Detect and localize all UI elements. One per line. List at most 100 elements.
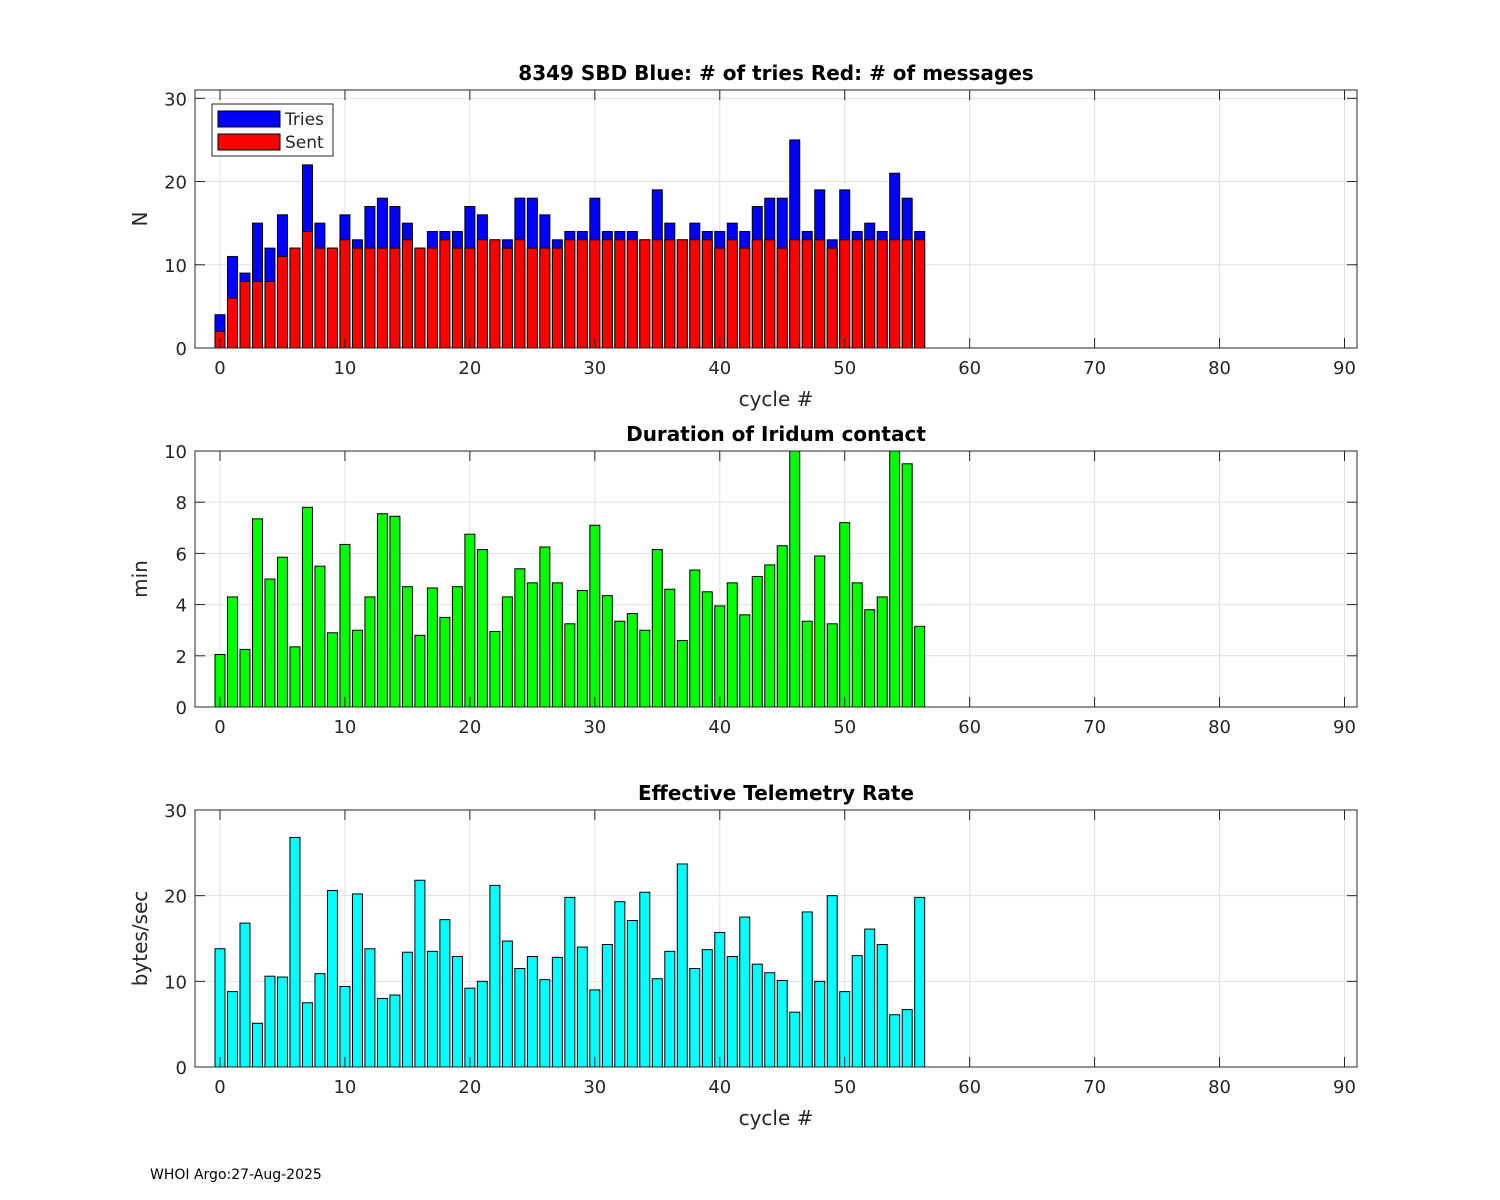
bar [864, 928, 876, 1068]
y-tick-label: 10 [164, 442, 187, 463]
y-tick-label: 4 [176, 596, 187, 617]
bar-sent [401, 239, 413, 349]
bar [901, 463, 913, 708]
bar [689, 967, 701, 1068]
bar [326, 632, 338, 708]
bar-sent [826, 247, 838, 349]
bar [289, 646, 301, 708]
bar-sent [476, 239, 488, 349]
bar [914, 896, 926, 1068]
bar-sent [339, 239, 351, 349]
bar [239, 922, 251, 1068]
bar-sent [226, 297, 238, 349]
bar-sent [501, 247, 513, 349]
bar [914, 625, 926, 708]
y-tick-label: 2 [176, 647, 187, 668]
bar-sent [626, 239, 638, 349]
bar-sent [289, 247, 301, 349]
bar [501, 940, 513, 1068]
bar [751, 963, 763, 1068]
y-axis-label: N [128, 212, 152, 227]
x-tick-label: 0 [214, 1077, 225, 1098]
bar [339, 985, 351, 1068]
bar-sent [751, 239, 763, 349]
bar [576, 946, 588, 1068]
bar-sent [426, 247, 438, 349]
bar [614, 620, 626, 708]
bar [239, 648, 251, 708]
bar [214, 948, 226, 1068]
bar [226, 596, 238, 708]
x-tick-label: 60 [958, 358, 981, 379]
bar [726, 955, 738, 1068]
y-tick-label: 8 [176, 493, 187, 514]
bar [414, 634, 426, 708]
bar [839, 991, 851, 1068]
bar-sent [639, 239, 651, 349]
bar [501, 596, 513, 708]
bar [439, 616, 451, 708]
bar [764, 564, 776, 708]
x-tick-label: 90 [1333, 1077, 1356, 1098]
subplot-3 [194, 809, 1358, 1068]
x-axis-label: cycle # [739, 1106, 814, 1130]
bar [801, 620, 813, 708]
bar [376, 997, 388, 1068]
bar [851, 955, 863, 1068]
bar-sent [464, 247, 476, 349]
y-axis-label: bytes/sec [128, 891, 152, 987]
x-tick-label: 10 [333, 358, 356, 379]
bar-sent [451, 247, 463, 349]
bar [464, 533, 476, 708]
bar [739, 916, 751, 1068]
y-tick-label: 10 [164, 256, 187, 277]
bar [276, 556, 288, 708]
bar [526, 582, 538, 708]
bar-sent [714, 247, 726, 349]
x-tick-label: 20 [458, 358, 481, 379]
y-tick-label: 30 [164, 801, 187, 822]
bar [601, 595, 613, 708]
bar [589, 989, 601, 1068]
bar [314, 973, 326, 1068]
x-tick-label: 20 [458, 717, 481, 738]
bar [301, 506, 313, 708]
bar [426, 587, 438, 708]
y-tick-label: 10 [164, 972, 187, 993]
bar [351, 893, 363, 1068]
bar [364, 596, 376, 708]
bar [564, 896, 576, 1068]
x-tick-label: 70 [1083, 717, 1106, 738]
bar [514, 568, 526, 708]
bar [401, 586, 413, 708]
bar-sent [901, 239, 913, 349]
x-tick-label: 30 [583, 1077, 606, 1098]
bar-sent [876, 239, 888, 349]
bar [814, 555, 826, 708]
bar-sent [651, 239, 663, 349]
plot-area [195, 90, 1357, 348]
bar-sent [851, 239, 863, 349]
bar-sent [776, 247, 788, 349]
bar [351, 629, 363, 708]
x-tick-label: 90 [1333, 717, 1356, 738]
bar [551, 956, 563, 1068]
x-tick-label: 60 [958, 717, 981, 738]
bar [639, 629, 651, 708]
bar-sent [726, 239, 738, 349]
bar [676, 863, 688, 1068]
bar-sent [551, 247, 563, 349]
bar [576, 590, 588, 708]
bar [426, 950, 438, 1068]
y-axis-label: min [128, 560, 152, 598]
bar [414, 879, 426, 1068]
bar [876, 943, 888, 1068]
bar-sent [239, 280, 251, 349]
x-tick-label: 60 [958, 1077, 981, 1098]
x-tick-label: 30 [583, 717, 606, 738]
bar-sent [439, 239, 451, 349]
bar [451, 955, 463, 1068]
bar-sent [764, 239, 776, 349]
x-tick-label: 50 [833, 717, 856, 738]
bar-sent [864, 239, 876, 349]
